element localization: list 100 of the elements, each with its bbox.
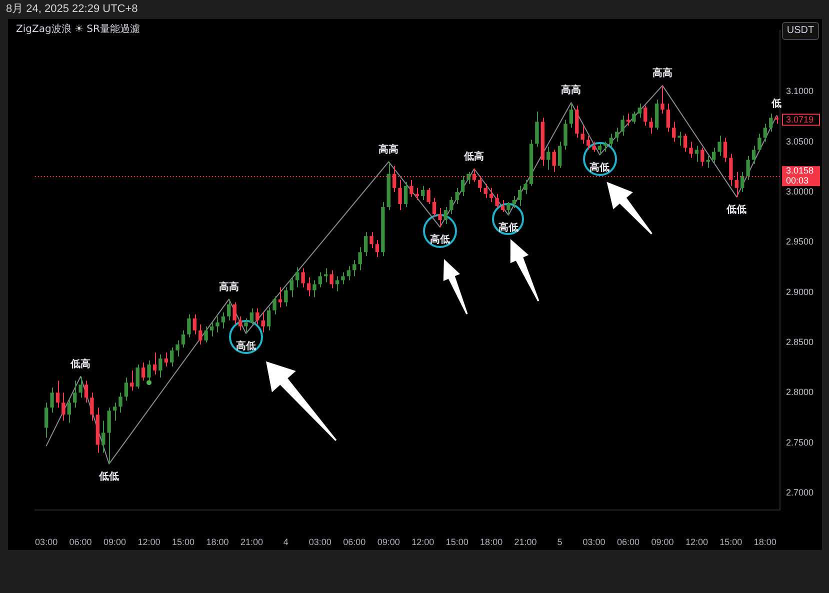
candlestick (746, 155, 750, 180)
candlestick (495, 193, 499, 208)
annotation: 高低 (590, 161, 610, 174)
candlestick (238, 316, 242, 331)
candlestick (438, 207, 442, 228)
candlestick (170, 346, 174, 368)
candlestick (706, 155, 710, 168)
candlestick (136, 364, 140, 390)
candlestick (192, 314, 197, 335)
candlestick (450, 196, 454, 215)
candlestick (500, 199, 505, 213)
candlestick (44, 402, 48, 438)
candlestick (660, 85, 664, 114)
annotation: 高高 (378, 143, 399, 156)
candlestick (112, 402, 117, 422)
candlestick (227, 298, 231, 321)
candlestick (466, 171, 470, 184)
annotation: 低低 (98, 470, 120, 482)
annotation: 高低 (236, 340, 256, 352)
candlestick (712, 147, 716, 164)
candlestick (141, 362, 146, 382)
candlestick (632, 111, 636, 124)
candlestick (284, 286, 288, 307)
candlestick (181, 330, 186, 348)
candlestick (56, 380, 60, 408)
x-tick-label: 12:00 (138, 536, 160, 547)
candlestick (90, 392, 94, 422)
candlestick (107, 407, 111, 464)
x-tick-label: 06:00 (343, 536, 366, 547)
candlestick (204, 326, 208, 343)
y-tick-label: 2.7000 (786, 487, 814, 498)
candlestick (318, 272, 322, 288)
candlestick (410, 179, 414, 198)
candlestick (272, 296, 276, 315)
candlestick (324, 268, 328, 283)
candlestick (649, 117, 653, 134)
y-tick-label: 3.1000 (786, 86, 814, 96)
candlestick (370, 232, 374, 249)
x-tick-label: 5 (557, 536, 562, 547)
candlestick (290, 276, 294, 298)
candlestick (124, 377, 128, 402)
candlestick (152, 352, 157, 376)
annotation: 高高 (561, 84, 582, 96)
annotation: 低 (770, 97, 782, 110)
candlestick (484, 183, 488, 198)
candlestick (489, 187, 494, 202)
candlestick (198, 324, 202, 345)
candlestick (398, 179, 402, 210)
candlestick (718, 135, 722, 156)
y-tick-label: 2.9500 (786, 236, 814, 247)
candlestick (67, 397, 71, 424)
candlestick (341, 272, 345, 285)
candlestick (672, 121, 676, 142)
x-tick-label: 18:00 (206, 536, 229, 547)
candlestick (512, 195, 516, 208)
annotation: 低高 (70, 358, 91, 370)
candlestick (460, 175, 465, 196)
candlestick (352, 260, 356, 277)
annotation: 低高 (463, 150, 484, 162)
candlestick (72, 380, 77, 408)
candlestick (552, 149, 556, 172)
candlestick (769, 113, 773, 132)
candlestick (752, 145, 756, 164)
text: 8月 24, 2025 22:29 UTC+8 (6, 2, 138, 17)
candlestick (130, 370, 134, 392)
x-tick-label: 21:00 (240, 536, 263, 547)
candlestick (210, 322, 214, 337)
candlestick (598, 143, 602, 156)
y-tick-label: 3.0500 (786, 136, 814, 146)
candlestick (312, 280, 316, 298)
candlestick (580, 125, 584, 144)
candlestick (221, 312, 226, 329)
x-tick-label: 03:00 (308, 536, 332, 547)
candlestick (256, 308, 260, 325)
x-tick-label: 03:00 (582, 536, 606, 547)
candlestick (758, 133, 762, 152)
candlestick (546, 146, 550, 170)
y-tick-label: 2.8500 (786, 336, 814, 347)
ref-line-label: 3.0158 00:03 (786, 166, 814, 186)
candlestick (694, 145, 699, 162)
chart-title: ZigZag波浪 ☀ SR量能過濾 (16, 23, 140, 36)
candlestick (678, 131, 682, 146)
candlestick (638, 103, 642, 118)
candlestick (84, 380, 88, 404)
candlestick (216, 316, 220, 333)
candlestick (683, 133, 688, 152)
candlestick (301, 268, 305, 288)
candlestick (164, 352, 168, 368)
y-tick-label: 2.8000 (786, 387, 814, 398)
x-tick-label: 03:00 (35, 536, 58, 547)
candlestick (62, 392, 66, 422)
candlestick (455, 187, 459, 204)
candlestick (644, 105, 648, 126)
annotation: 高低 (430, 234, 450, 246)
candlestick (415, 187, 420, 200)
candlestick (375, 240, 380, 258)
candlestick (626, 113, 630, 126)
candlestick (763, 123, 768, 142)
x-tick-label: 09:00 (651, 536, 674, 547)
x-tick-label: 18:00 (480, 536, 503, 547)
